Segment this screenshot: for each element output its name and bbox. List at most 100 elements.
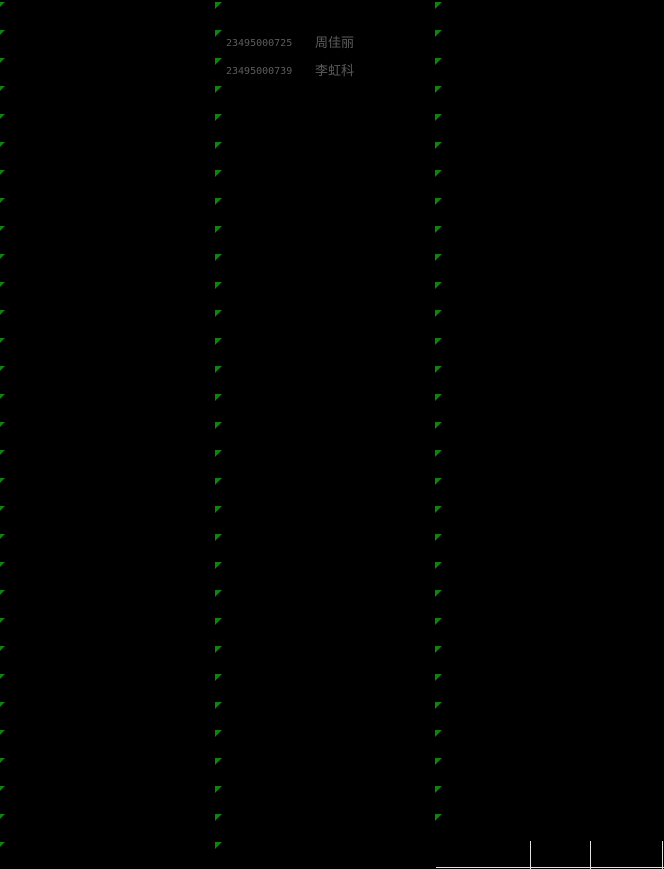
number-as-text-indicator-icon	[0, 618, 5, 625]
number-as-text-indicator-icon	[215, 366, 222, 373]
number-as-text-indicator-icon	[0, 86, 5, 93]
number-as-text-indicator-icon	[215, 562, 222, 569]
number-as-text-indicator-icon	[0, 590, 5, 597]
number-as-text-indicator-icon	[435, 30, 442, 37]
number-as-text-indicator-icon	[215, 618, 222, 625]
number-as-text-indicator-icon	[215, 30, 222, 37]
number-as-text-indicator-icon	[435, 730, 442, 737]
number-as-text-indicator-icon	[435, 674, 442, 681]
number-as-text-indicator-icon	[215, 422, 222, 429]
number-as-text-indicator-icon	[0, 450, 5, 457]
number-as-text-indicator-icon	[215, 786, 222, 793]
number-as-text-indicator-icon	[0, 198, 5, 205]
number-as-text-indicator-icon	[435, 702, 442, 709]
number-as-text-indicator-icon	[215, 590, 222, 597]
number-as-text-indicator-icon	[215, 450, 222, 457]
number-as-text-indicator-icon	[215, 534, 222, 541]
number-as-text-indicator-icon	[0, 254, 5, 261]
number-as-text-indicator-icon	[0, 142, 5, 149]
number-as-text-indicator-icon	[0, 394, 5, 401]
number-as-text-indicator-icon	[435, 562, 442, 569]
number-as-text-indicator-icon	[0, 114, 5, 121]
number-as-text-indicator-icon	[0, 170, 5, 177]
number-as-text-indicator-icon	[215, 282, 222, 289]
number-as-text-indicator-icon	[435, 450, 442, 457]
number-as-text-indicator-icon	[0, 758, 5, 765]
number-as-text-indicator-icon	[215, 506, 222, 513]
number-as-text-indicator-icon	[215, 674, 222, 681]
number-as-text-indicator-icon	[0, 562, 5, 569]
number-as-text-indicator-icon	[215, 702, 222, 709]
cell-student-name-1[interactable]: 周佳丽	[315, 36, 355, 51]
number-as-text-indicator-icon	[215, 478, 222, 485]
cell-border-horizontal	[436, 867, 664, 868]
number-as-text-indicator-icon	[215, 58, 222, 65]
number-as-text-indicator-icon	[435, 114, 442, 121]
number-as-text-indicator-icon	[435, 814, 442, 821]
number-as-text-indicator-icon	[0, 282, 5, 289]
number-as-text-indicator-icon	[435, 786, 442, 793]
number-as-text-indicator-icon	[215, 842, 222, 849]
number-as-text-indicator-icon	[0, 646, 5, 653]
cell-border-vertical	[662, 841, 663, 869]
number-as-text-indicator-icon	[435, 366, 442, 373]
number-as-text-indicator-icon	[435, 338, 442, 345]
number-as-text-indicator-icon	[215, 254, 222, 261]
number-as-text-indicator-icon	[215, 730, 222, 737]
number-as-text-indicator-icon	[0, 226, 5, 233]
number-as-text-indicator-icon	[0, 674, 5, 681]
cell-border-vertical	[530, 841, 531, 869]
number-as-text-indicator-icon	[0, 730, 5, 737]
number-as-text-indicator-icon	[0, 702, 5, 709]
number-as-text-indicator-icon	[215, 170, 222, 177]
number-as-text-indicator-icon	[0, 842, 5, 849]
number-as-text-indicator-icon	[435, 646, 442, 653]
number-as-text-indicator-icon	[0, 534, 5, 541]
number-as-text-indicator-icon	[215, 310, 222, 317]
number-as-text-indicator-icon	[0, 786, 5, 793]
number-as-text-indicator-icon	[0, 422, 5, 429]
number-as-text-indicator-icon	[435, 422, 442, 429]
number-as-text-indicator-icon	[215, 226, 222, 233]
number-as-text-indicator-icon	[435, 394, 442, 401]
number-as-text-indicator-icon	[435, 310, 442, 317]
cell-border-vertical	[590, 841, 591, 869]
number-as-text-indicator-icon	[215, 394, 222, 401]
number-as-text-indicator-icon	[435, 2, 442, 9]
number-as-text-indicator-icon	[435, 86, 442, 93]
number-as-text-indicator-icon	[0, 310, 5, 317]
number-as-text-indicator-icon	[435, 226, 442, 233]
number-as-text-indicator-icon	[0, 30, 5, 37]
number-as-text-indicator-icon	[215, 86, 222, 93]
number-as-text-indicator-icon	[0, 366, 5, 373]
number-as-text-indicator-icon	[435, 618, 442, 625]
number-as-text-indicator-icon	[215, 758, 222, 765]
cell-student-name-2[interactable]: 李虹科	[315, 64, 355, 79]
number-as-text-indicator-icon	[435, 254, 442, 261]
number-as-text-indicator-icon	[435, 506, 442, 513]
number-as-text-indicator-icon	[435, 758, 442, 765]
number-as-text-indicator-icon	[215, 142, 222, 149]
number-as-text-indicator-icon	[435, 198, 442, 205]
number-as-text-indicator-icon	[0, 506, 5, 513]
number-as-text-indicator-icon	[435, 590, 442, 597]
number-as-text-indicator-icon	[215, 114, 222, 121]
number-as-text-indicator-icon	[435, 534, 442, 541]
cell-student-id-1[interactable]: 23495000725	[226, 38, 293, 49]
number-as-text-indicator-icon	[435, 58, 442, 65]
number-as-text-indicator-icon	[0, 2, 5, 9]
number-as-text-indicator-icon	[215, 814, 222, 821]
number-as-text-indicator-icon	[0, 814, 5, 821]
number-as-text-indicator-icon	[435, 478, 442, 485]
number-as-text-indicator-icon	[215, 338, 222, 345]
number-as-text-indicator-icon	[0, 338, 5, 345]
number-as-text-indicator-icon	[215, 2, 222, 9]
number-as-text-indicator-icon	[435, 282, 442, 289]
cell-student-id-2[interactable]: 23495000739	[226, 66, 293, 77]
number-as-text-indicator-icon	[435, 142, 442, 149]
number-as-text-indicator-icon	[0, 478, 5, 485]
number-as-text-indicator-icon	[0, 58, 5, 65]
number-as-text-indicator-icon	[215, 198, 222, 205]
number-as-text-indicator-icon	[435, 170, 442, 177]
